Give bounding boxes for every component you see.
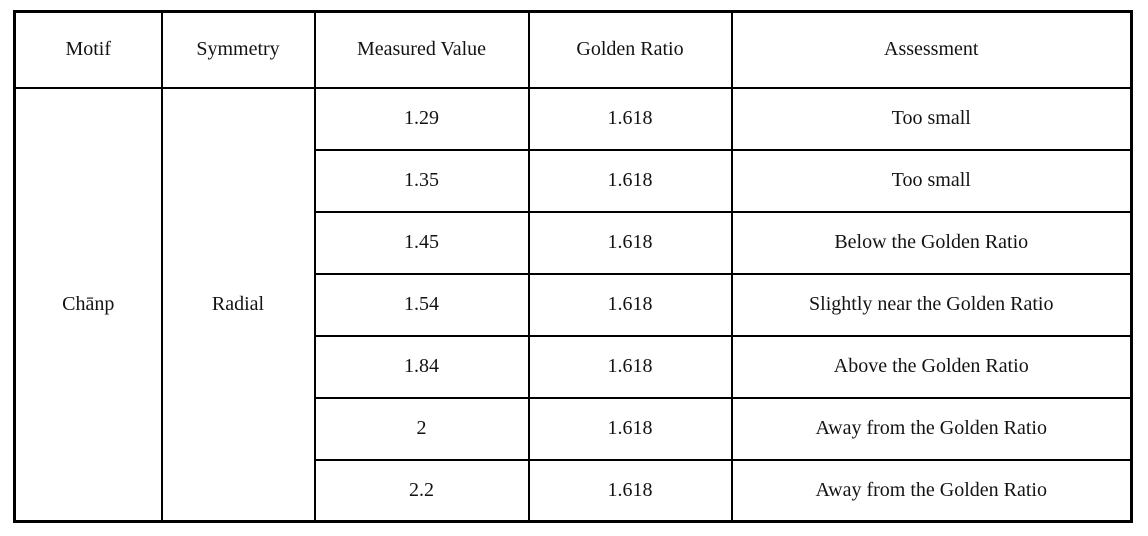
measured-value-cell: 1.35 [313, 148, 530, 213]
assessment-cell: Too small [730, 148, 1133, 213]
measured-value-cell: 1.45 [313, 210, 530, 275]
golden-ratio-cell: 1.618 [527, 458, 733, 523]
golden-ratio-cell: 1.618 [527, 148, 733, 213]
symmetry-cell: Radial [160, 86, 316, 523]
golden-ratio-assessment-table: Motif Symmetry Measured Value Golden Rat… [13, 10, 1133, 523]
assessment-cell: Below the Golden Ratio [730, 210, 1133, 275]
motif-cell: Chānp [13, 86, 163, 523]
assessment-cell: Too small [730, 86, 1133, 151]
table-row: 1.54 1.618 Slightly near the Golden Rati… [15, 272, 1133, 337]
table-row: Chānp Radial 1.29 1.618 Too small [13, 86, 1133, 523]
measured-value-cell: 1.29 [313, 86, 530, 151]
table-row: 1.45 1.618 Below the Golden Ratio [15, 210, 1133, 275]
golden-ratio-cell: 1.618 [527, 272, 733, 337]
column-header-assessment: Assessment [730, 10, 1133, 89]
golden-ratio-cell: 1.618 [527, 210, 733, 275]
assessment-cell: Away from the Golden Ratio [730, 458, 1133, 523]
column-header-symmetry: Symmetry [160, 10, 316, 89]
golden-ratio-cell: 1.618 [527, 334, 733, 399]
measured-value-cell: 1.54 [313, 272, 530, 337]
column-header-golden-ratio: Golden Ratio [527, 10, 733, 89]
measured-value-cell: 2 [313, 396, 530, 461]
assessment-cell: Above the Golden Ratio [730, 334, 1133, 399]
table-row: 2.2 1.618 Away from the Golden Ratio [15, 458, 1133, 523]
table-row: 1.84 1.618 Above the Golden Ratio [15, 334, 1133, 399]
assessment-cell: Slightly near the Golden Ratio [730, 272, 1133, 337]
measured-value-cell: 1.84 [313, 334, 530, 399]
table-row: 1.35 1.618 Too small [15, 148, 1133, 213]
table-row: 2 1.618 Away from the Golden Ratio [15, 396, 1133, 461]
golden-ratio-cell: 1.618 [527, 86, 733, 151]
measured-value-cell: 2.2 [313, 458, 530, 523]
column-header-motif: Motif [13, 10, 163, 89]
table-header-row: Motif Symmetry Measured Value Golden Rat… [13, 10, 1133, 89]
golden-ratio-cell: 1.618 [527, 396, 733, 461]
column-header-measured-value: Measured Value [313, 10, 530, 89]
assessment-cell: Away from the Golden Ratio [730, 396, 1133, 461]
